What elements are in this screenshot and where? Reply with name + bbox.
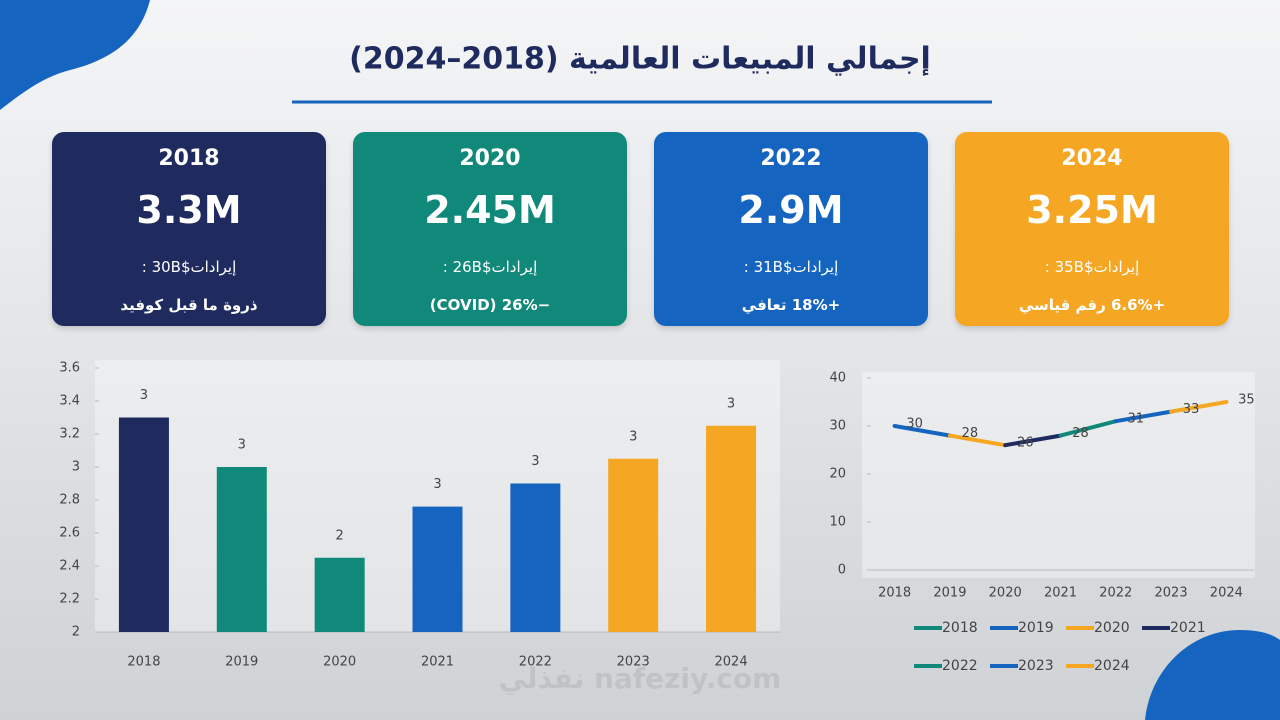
x-tick-label: 2024 [715, 655, 748, 670]
line-segment [1003, 433, 1063, 448]
card-year: 2024 [1061, 146, 1123, 171]
line-plot-bg [862, 372, 1255, 578]
card-note: −26% (COVID) [429, 296, 551, 314]
data-label: 3 [727, 396, 735, 411]
card-value: 2.45M [424, 188, 556, 232]
data-label: 35 [1238, 393, 1255, 408]
data-label: 3 [629, 429, 637, 444]
bar [510, 483, 561, 632]
bar [118, 417, 169, 632]
y-tick-label: 10 [829, 515, 846, 530]
data-label: 30 [906, 417, 923, 432]
line-segment [1058, 419, 1118, 438]
corner-blob [1145, 630, 1280, 720]
corner-blob [0, 0, 150, 110]
x-tick-label: 2020 [989, 586, 1022, 601]
data-label: 3 [531, 454, 539, 469]
legend-label: 2021 [1170, 620, 1206, 636]
data-label: 26 [1017, 436, 1034, 451]
data-label: 28 [1072, 426, 1089, 441]
x-tick-label: 2024 [1210, 586, 1243, 601]
stat-card: 2024 3.25M إيرادات$35B : +6.6% رقم قياسي [955, 132, 1229, 326]
stat-card: 2018 3.3M إيرادات$30B : ذروة ما قبل كوفيد [52, 132, 326, 326]
data-label: 33 [1183, 402, 1200, 417]
legend-label: 2023 [1018, 658, 1054, 674]
stat-card: 2022 2.9M إيرادات$31B : +18% تعافي [654, 132, 928, 326]
card-year: 2018 [158, 146, 220, 171]
y-tick-label: 40 [829, 371, 846, 386]
data-label: 2 [336, 528, 344, 543]
line-segment [892, 424, 952, 438]
legend-label: 2019 [1018, 620, 1054, 636]
card-value: 2.9M [738, 188, 844, 232]
x-tick-label: 2021 [1044, 586, 1077, 601]
card-year: 2022 [760, 146, 822, 171]
y-tick-label: 2.2 [59, 592, 80, 607]
x-tick-label: 2023 [1155, 586, 1188, 601]
x-tick-label: 2019 [225, 655, 258, 670]
x-tick-label: 2020 [323, 655, 356, 670]
x-tick-label: 2021 [421, 655, 454, 670]
stat-card: 2020 2.45M إيرادات$26B : −26% (COVID) [353, 132, 627, 326]
card-revenue: إيرادات$30B : [141, 258, 237, 276]
bar [706, 425, 757, 632]
y-tick-label: 0 [838, 563, 846, 578]
card-revenue: إيرادات$26B : [442, 258, 538, 276]
x-tick-label: 2022 [1099, 586, 1132, 601]
data-label: 31 [1128, 412, 1145, 427]
card-note: +6.6% رقم قياسي [1018, 296, 1166, 314]
bar [314, 557, 365, 632]
data-label: 3 [140, 388, 148, 403]
card-note: +18% تعافي [741, 296, 841, 314]
line-segment [947, 433, 1008, 448]
x-tick-label: 2022 [519, 655, 552, 670]
bar [216, 467, 267, 632]
card-note: ذروة ما قبل كوفيد [120, 296, 258, 314]
y-tick-label: 2.6 [59, 526, 80, 541]
title: إجمالي المبيعات العالمية (2018–2024) [349, 42, 931, 77]
bar [608, 458, 659, 632]
x-tick-label: 2023 [617, 655, 650, 670]
y-tick-label: 2.4 [59, 559, 80, 574]
y-tick-label: 3 [72, 460, 80, 475]
legend-label: 2022 [942, 658, 978, 674]
y-tick-label: 2 [72, 625, 80, 640]
data-label: 3 [238, 438, 246, 453]
data-label: 28 [962, 426, 979, 441]
x-tick-label: 2018 [878, 586, 911, 601]
legend-label: 2018 [942, 620, 978, 636]
card-value: 3.3M [136, 188, 242, 232]
x-tick-label: 2019 [933, 586, 966, 601]
y-tick-label: 3.6 [59, 361, 80, 376]
y-tick-label: 20 [829, 467, 846, 482]
legend-label: 2020 [1094, 620, 1130, 636]
card-value: 3.25M [1026, 188, 1158, 232]
legend-label: 2024 [1094, 658, 1130, 674]
card-year: 2020 [459, 146, 521, 171]
bar [412, 506, 463, 632]
y-tick-label: 3.4 [59, 394, 80, 409]
watermark: نفذلي nafeziy.com [499, 662, 782, 695]
line-segment [1169, 400, 1229, 414]
x-tick-label: 2018 [127, 655, 160, 670]
y-tick-label: 2.8 [59, 493, 80, 508]
card-revenue: إيرادات$35B : [1044, 258, 1140, 276]
data-label: 3 [433, 477, 441, 492]
y-tick-label: 3.2 [59, 427, 80, 442]
card-revenue: إيرادات$31B : [743, 258, 839, 276]
y-tick-label: 30 [829, 419, 846, 434]
line-segment [1113, 409, 1174, 424]
